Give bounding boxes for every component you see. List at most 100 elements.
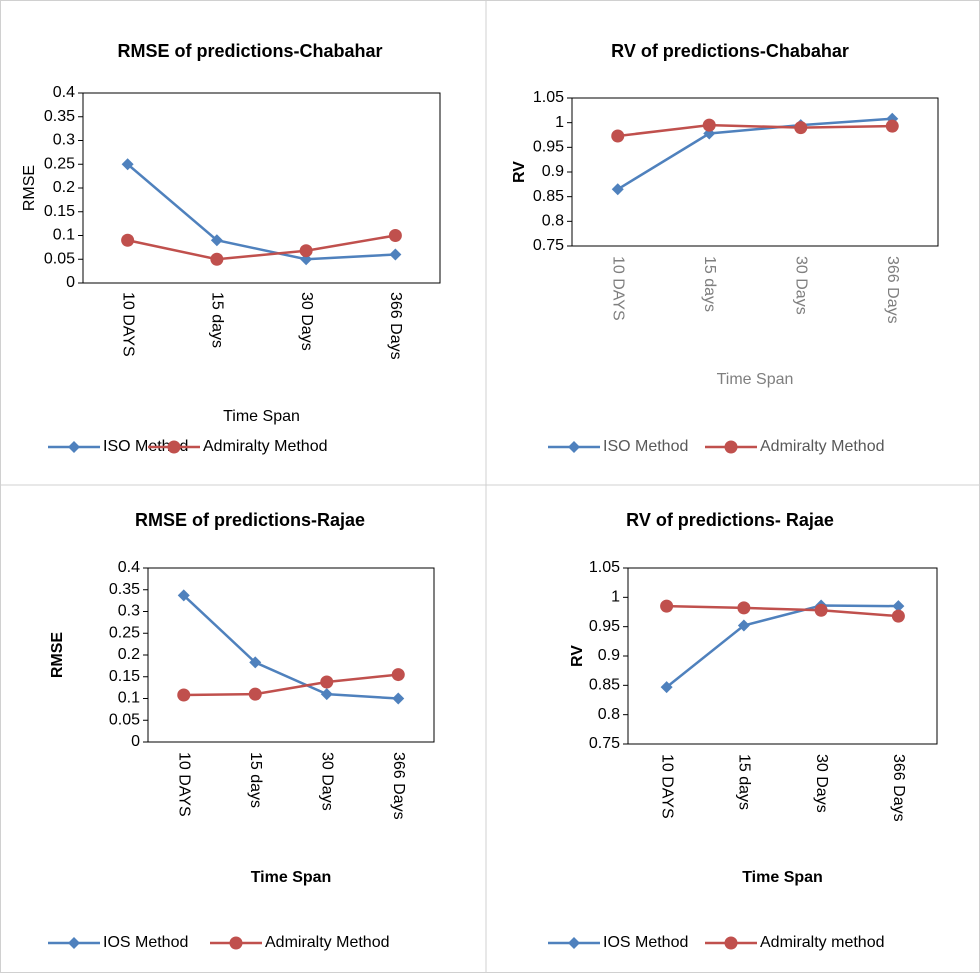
- y-tick-label: 0.15: [109, 668, 140, 685]
- data-point: [248, 687, 262, 701]
- data-point: [299, 244, 313, 258]
- data-point: [660, 599, 674, 613]
- y-axis-label: RV: [569, 645, 586, 667]
- data-point: [177, 688, 191, 702]
- y-tick-label: 0.3: [118, 603, 140, 620]
- y-tick-label: 0.05: [109, 711, 140, 728]
- y-axis-label: RMSE: [21, 165, 38, 211]
- legend-label: IOS Method: [603, 934, 688, 951]
- chart-title: RV of predictions-Chabahar: [611, 41, 849, 61]
- y-tick-label: 0.95: [589, 618, 620, 635]
- legend-marker: [724, 936, 738, 950]
- legend-label: Admiralty Method: [265, 934, 390, 951]
- x-tick-label: 10 DAYS: [119, 292, 136, 357]
- x-tick-label: 366 Days: [890, 754, 907, 822]
- y-tick-label: 0.3: [53, 132, 75, 149]
- y-tick-label: 1.05: [533, 89, 564, 106]
- y-tick-label: 0.1: [118, 690, 140, 707]
- data-point: [794, 121, 808, 135]
- y-tick-label: 0.9: [598, 647, 620, 664]
- plot-frame: [82, 92, 441, 284]
- y-tick-label: 1.05: [589, 559, 620, 576]
- y-tick-label: 0.2: [118, 646, 140, 663]
- x-tick-label: 30 Days: [813, 754, 830, 813]
- x-axis-label: Time Span: [251, 869, 332, 886]
- legend-marker: [68, 937, 80, 949]
- data-point: [737, 619, 750, 632]
- data-point: [121, 233, 135, 247]
- y-tick-label: 1: [555, 114, 564, 131]
- y-tick-label: 0.8: [598, 706, 620, 723]
- legend-label: ISO Method: [603, 438, 688, 455]
- chart-title: RMSE of predictions-Rajae: [135, 510, 365, 530]
- legend-marker: [167, 440, 181, 454]
- x-axis-label: Time Span: [742, 869, 823, 886]
- chart-title: RV of predictions- Rajae: [626, 510, 834, 530]
- data-point: [320, 688, 333, 701]
- data-point: [892, 600, 905, 613]
- series-line: [665, 604, 899, 689]
- y-tick-label: 0.15: [44, 203, 75, 220]
- data-point: [320, 675, 334, 689]
- data-point: [702, 118, 716, 132]
- x-tick-label: 15 days: [209, 292, 226, 348]
- chart-title: RMSE of predictions-Chabahar: [117, 41, 382, 61]
- data-point: [611, 129, 625, 143]
- x-tick-label: 10 DAYS: [610, 256, 627, 321]
- y-tick-label: 0: [131, 733, 140, 750]
- x-tick-label: 366 Days: [884, 256, 901, 324]
- legend-label: Admiralty Method: [203, 438, 328, 455]
- y-tick-label: 0.4: [118, 559, 140, 576]
- data-point: [660, 681, 673, 694]
- data-point: [388, 229, 402, 242]
- legend-marker: [229, 936, 243, 950]
- legend-marker: [68, 441, 80, 453]
- y-tick-label: 0.75: [533, 237, 564, 254]
- legend-label: ISO Method: [103, 438, 188, 455]
- series-line: [617, 123, 893, 138]
- y-tick-label: 0.95: [533, 139, 564, 156]
- series-line: [182, 594, 399, 700]
- legend-label: Admiralty method: [760, 934, 885, 951]
- x-tick-label: 15 days: [736, 754, 753, 810]
- y-tick-label: 0.25: [44, 155, 75, 172]
- y-tick-label: 0: [66, 274, 75, 291]
- legend-marker: [568, 937, 580, 949]
- data-point: [249, 656, 262, 669]
- data-point: [891, 609, 905, 623]
- data-point: [737, 601, 751, 615]
- data-point: [885, 119, 899, 133]
- data-point: [210, 234, 223, 247]
- legend-marker: [724, 440, 738, 454]
- y-tick-label: 0.75: [589, 735, 620, 752]
- series-line: [127, 234, 396, 261]
- x-tick-label: 366 Days: [387, 292, 404, 360]
- y-axis-label: RV: [511, 161, 528, 183]
- plot-frame: [571, 97, 939, 247]
- series-line: [666, 604, 899, 618]
- series-line: [126, 163, 396, 261]
- plot-frame: [147, 567, 435, 743]
- x-tick-label: 15 days: [701, 256, 718, 312]
- x-tick-label: 10 DAYS: [176, 752, 193, 817]
- x-axis-label: Time Span: [223, 408, 300, 425]
- series-line: [617, 117, 893, 191]
- y-tick-label: 0.35: [109, 581, 140, 598]
- x-tick-label: 30 Days: [319, 752, 336, 811]
- y-tick-label: 0.85: [589, 677, 620, 694]
- x-tick-label: 30 Days: [793, 256, 810, 315]
- x-tick-label: 15 days: [247, 752, 264, 808]
- y-tick-label: 0.35: [44, 108, 75, 125]
- x-axis-label: Time Span: [717, 371, 794, 388]
- x-tick-label: 366 Days: [390, 752, 407, 820]
- y-tick-label: 0.4: [53, 84, 75, 101]
- data-point: [814, 603, 828, 617]
- data-point: [611, 183, 624, 196]
- x-tick-label: 30 Days: [298, 292, 315, 351]
- legend-label: Admiralty Method: [760, 438, 885, 455]
- data-point: [389, 248, 402, 261]
- series-line: [183, 673, 399, 697]
- y-tick-label: 0.05: [44, 250, 75, 267]
